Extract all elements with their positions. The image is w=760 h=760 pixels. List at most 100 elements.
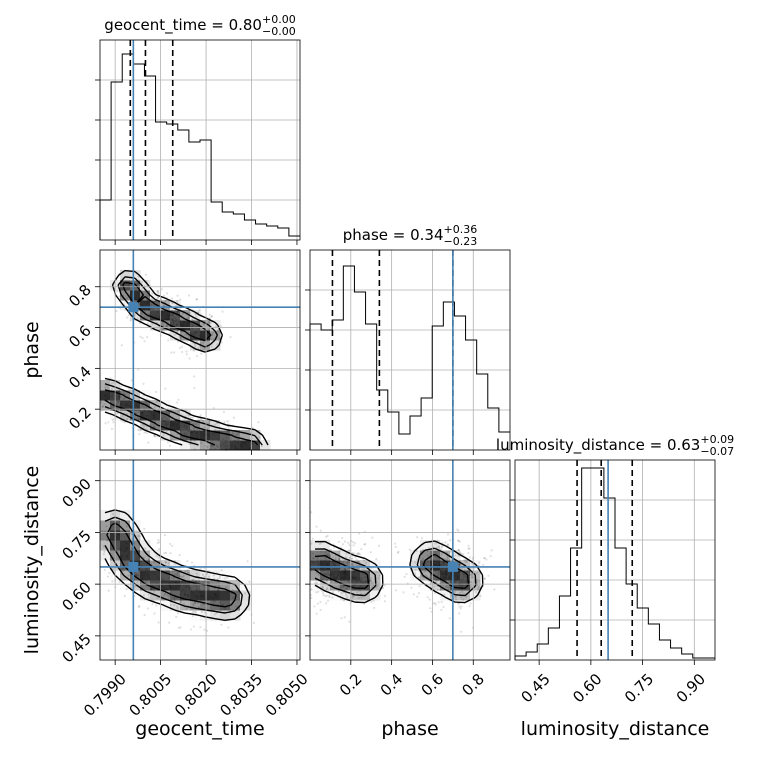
sample-point [175, 423, 178, 426]
density-cell [150, 420, 161, 431]
sample-point [344, 567, 347, 571]
sample-point [310, 542, 313, 545]
sample-point [166, 314, 169, 317]
sample-point [353, 542, 357, 545]
panel-frame [99, 249, 301, 451]
contour-lines [314, 540, 484, 604]
sample-point [135, 403, 138, 406]
sample-point [105, 396, 109, 399]
sample-point [125, 542, 128, 545]
sample-point [165, 423, 168, 426]
sample-point [151, 322, 154, 325]
sample-point [193, 602, 197, 605]
sample-point [224, 441, 227, 444]
sample-point [153, 416, 156, 419]
sample-point [457, 570, 460, 573]
sample-point [138, 432, 141, 436]
sample-point [137, 417, 140, 421]
sample-point [166, 319, 169, 322]
sample-point [155, 314, 158, 317]
sample-point [168, 621, 171, 624]
sample-point [182, 320, 185, 323]
sample-point [164, 299, 168, 303]
sample-point [198, 588, 201, 591]
sample-point [139, 559, 142, 562]
sample-point [331, 590, 335, 594]
sample-point [161, 586, 164, 589]
sample-point [185, 433, 188, 436]
sample-point [478, 561, 481, 564]
sample-point [184, 590, 187, 593]
sample-point [240, 443, 243, 447]
sample-point [125, 525, 128, 528]
sample-point [191, 614, 195, 618]
sample-point [210, 315, 213, 318]
sample-point [169, 552, 172, 555]
sample-point [130, 379, 133, 382]
sample-point [140, 280, 143, 284]
sample-point [321, 592, 325, 595]
sample-point [157, 328, 161, 331]
density-cell [140, 580, 151, 591]
sample-point [243, 592, 247, 595]
sample-point [102, 553, 105, 556]
sample-point [351, 596, 354, 599]
density-cell [430, 560, 441, 571]
sample-point [192, 333, 195, 336]
sample-point [140, 572, 144, 575]
sample-point [357, 552, 360, 556]
sample-point [226, 420, 229, 423]
panel-title-upper-error: +0.09 [700, 433, 734, 446]
density-cell [200, 330, 211, 341]
sample-point [178, 418, 181, 421]
sample-point [442, 572, 445, 575]
sample-point [143, 431, 146, 434]
sample-point [219, 324, 222, 327]
density-cell [190, 590, 201, 601]
sample-point [252, 621, 255, 625]
density-cell [310, 540, 321, 551]
sample-point [167, 321, 170, 324]
panel-title-main: geocent_time = 0.80 [104, 16, 262, 35]
sample-point [212, 574, 216, 577]
sample-point [198, 345, 201, 348]
sample-point [224, 439, 227, 442]
sample-point [465, 560, 468, 564]
sample-point [169, 603, 172, 606]
sample-point [163, 533, 167, 537]
sample-point [485, 558, 488, 561]
sample-point [175, 310, 179, 313]
sample-point [153, 435, 156, 438]
sample-point [197, 605, 200, 609]
sample-point [101, 405, 105, 408]
sample-point [461, 579, 464, 582]
sample-point [342, 599, 346, 602]
sample-point [143, 308, 146, 311]
density-cell [140, 550, 151, 561]
sample-point [126, 297, 129, 300]
sample-point [218, 609, 221, 612]
sample-point [433, 592, 437, 595]
sample-point [242, 441, 245, 444]
sample-point [184, 570, 187, 573]
density-cell [410, 550, 421, 561]
sample-point [115, 309, 118, 313]
sample-point [454, 554, 457, 557]
sample-point [483, 577, 486, 581]
sample-point [169, 586, 172, 589]
sample-point [184, 585, 188, 589]
x-tick-label: 0.2 [336, 670, 366, 700]
sample-point [483, 577, 486, 580]
density-cell [230, 600, 241, 611]
sample-point [418, 585, 421, 588]
sample-point [141, 411, 144, 415]
sample-point [197, 418, 200, 421]
density-cell [160, 310, 171, 321]
y-tick-label: 0.2 [65, 403, 95, 433]
sample-point [453, 590, 457, 594]
density-cell [100, 400, 111, 411]
sample-point [153, 612, 156, 615]
sample-point [140, 575, 143, 578]
sample-point [223, 577, 226, 580]
sample-point [490, 549, 493, 552]
